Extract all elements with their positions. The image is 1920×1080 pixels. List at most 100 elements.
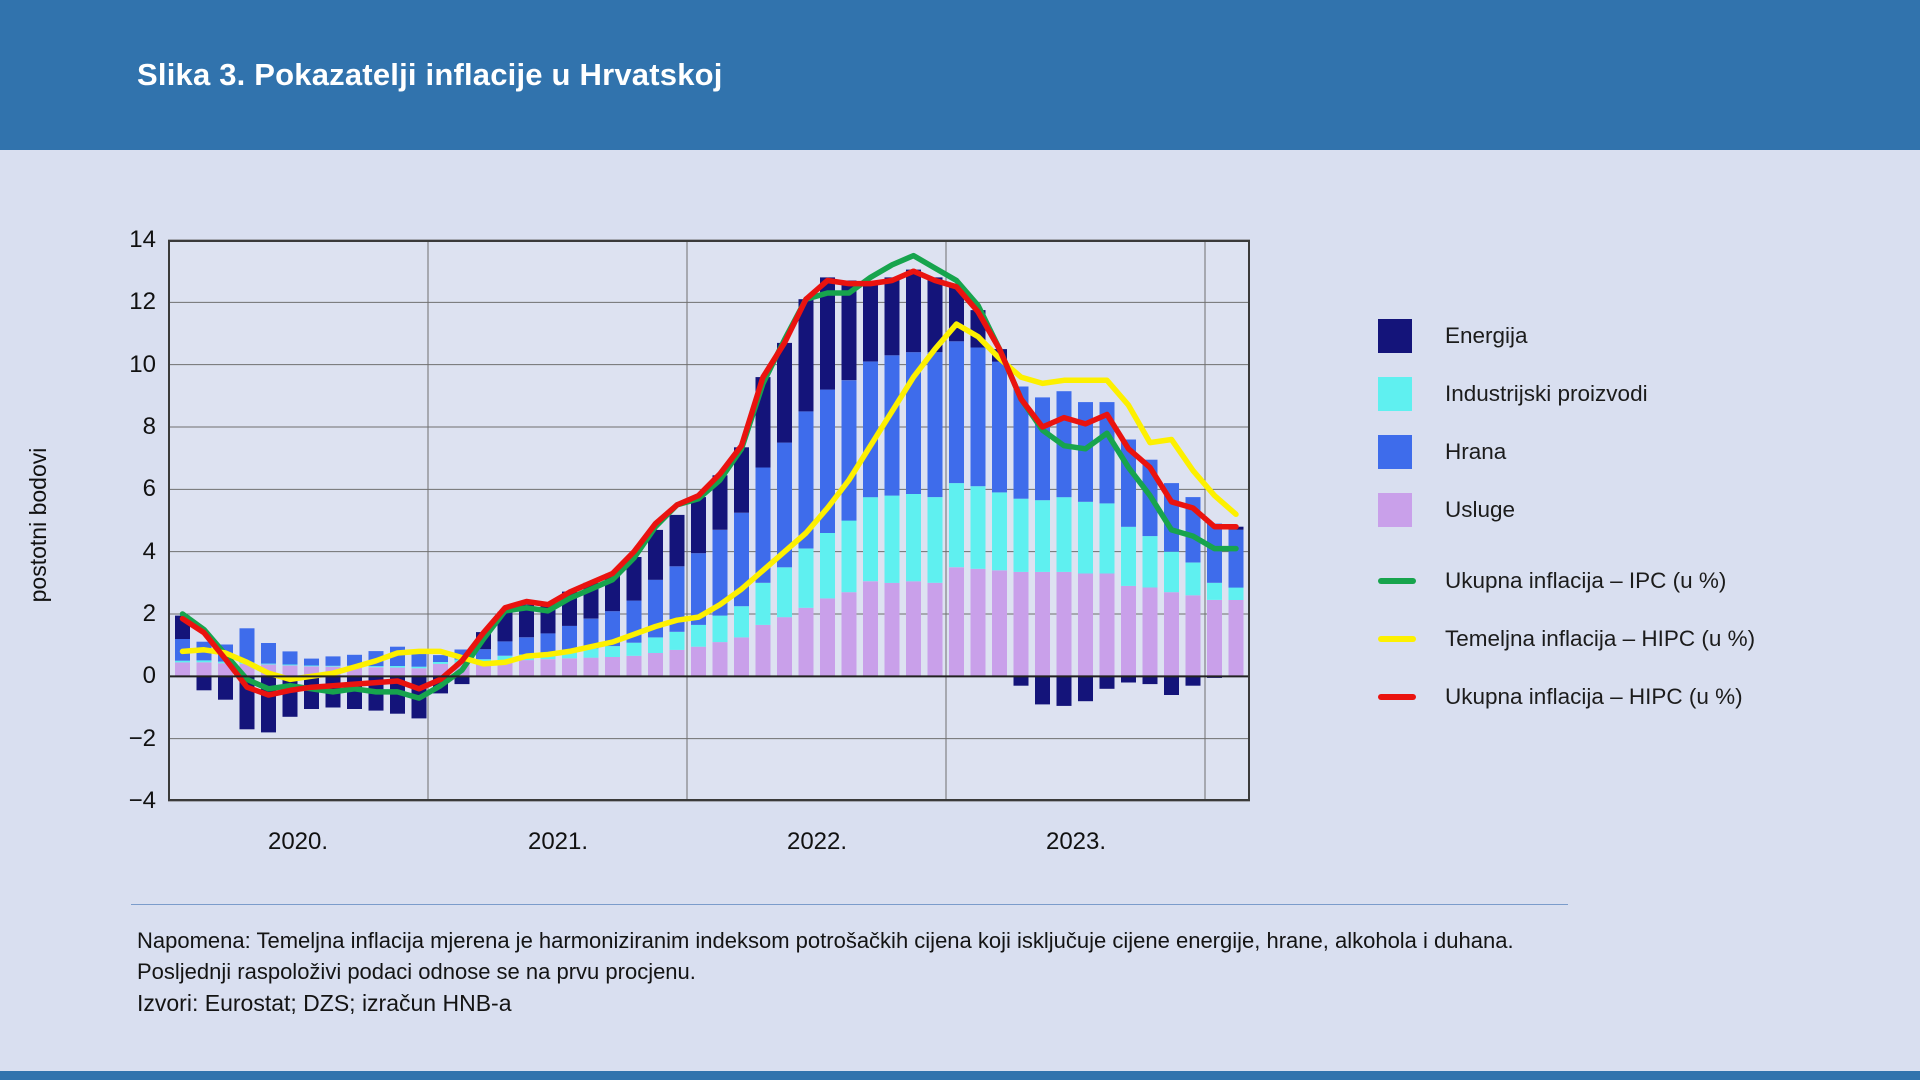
- bar-segment-usluge: [476, 663, 491, 677]
- bar-segment-hrana: [777, 442, 792, 568]
- bar-segment-energija: [1013, 676, 1029, 686]
- bar-segment-industrijski-proizvodi: [949, 483, 964, 568]
- bar-segment-energija: [712, 475, 728, 530]
- note-divider: [131, 904, 1568, 905]
- bar-segment-usluge: [1121, 585, 1136, 677]
- bar-segment-usluge: [1207, 600, 1222, 677]
- bar-segment-hrana: [841, 380, 857, 521]
- sources-text: Izvori: Eurostat; DZS; izračun HNB-a: [137, 990, 512, 1016]
- x-tick-2023: 2023.: [1045, 828, 1107, 855]
- bar-segment-hrana: [669, 566, 685, 632]
- temeljna-line-icon: [1378, 636, 1416, 642]
- bar-segment-usluge: [970, 568, 986, 677]
- bar-segment-industrijski-proizvodi: [261, 663, 276, 665]
- bar-segment-hrana: [712, 529, 728, 616]
- bar-segment-industrijski-proizvodi: [368, 666, 384, 668]
- legend-item-usluge: Usluge: [1378, 492, 1515, 528]
- legend-label: Ukupna inflacija – IPC (u %): [1445, 568, 1727, 593]
- bar-segment-energija: [841, 280, 857, 381]
- bar-segment-hrana: [1035, 397, 1050, 501]
- line-temeljna-hipc: [179, 321, 1239, 683]
- bar-segment-hrana: [411, 653, 427, 667]
- bar-segment-energija: [669, 514, 685, 567]
- bar-segment-hrana: [927, 352, 943, 498]
- ipc-line-icon: [1378, 578, 1416, 584]
- chart-canvas: [168, 239, 1250, 802]
- y-tick-label: 14: [129, 226, 156, 253]
- bar-segment-usluge: [755, 624, 771, 677]
- bar-segment-hrana: [605, 611, 620, 647]
- bar-segment-usluge: [583, 657, 599, 677]
- bar-segment-industrijski-proizvodi: [1056, 497, 1072, 572]
- bar-segment-hrana: [949, 341, 964, 484]
- note-text: Napomena: Temeljna inflacija mjerena je …: [137, 928, 1514, 984]
- bar-segment-energija: [390, 676, 405, 714]
- bar-segment-industrijski-proizvodi: [1207, 582, 1222, 600]
- bar-segment-energija: [648, 529, 663, 580]
- bar-segment-energija: [1185, 676, 1201, 686]
- bar-segment-industrijski-proizvodi: [841, 520, 857, 593]
- bar-segment-hrana: [282, 651, 298, 665]
- bar-segment-usluge: [669, 649, 685, 677]
- bar-segment-industrijski-proizvodi: [1099, 503, 1115, 574]
- y-tick-label: 0: [142, 662, 156, 690]
- y-tick-label: 10: [129, 350, 156, 378]
- bar-segment-hrana: [884, 355, 900, 496]
- bar-segment-energija: [884, 277, 900, 356]
- bar-segment-hrana: [519, 637, 534, 655]
- bar-segment-industrijski-proizvodi: [906, 494, 921, 582]
- bar-segment-usluge: [992, 570, 1007, 677]
- bar-segment-industrijski-proizvodi: [1228, 587, 1244, 600]
- bar-segment-usluge: [1228, 600, 1244, 677]
- bar-segment-usluge: [519, 660, 534, 677]
- bar-segment-industrijski-proizvodi: [583, 648, 599, 658]
- bar-segment-usluge: [691, 646, 706, 677]
- bar-segment-energija: [863, 283, 878, 362]
- bar-segment-usluge: [605, 657, 620, 677]
- figure-title: Slika 3. Pokazatelji inflacije u Hrvatsk…: [137, 57, 723, 92]
- bar-segment-industrijski-proizvodi: [433, 662, 448, 664]
- bar-segment-energija: [1121, 676, 1136, 683]
- header-band: [0, 0, 1920, 150]
- bar-segment-energija: [282, 676, 298, 717]
- bar-segment-industrijski-proizvodi: [863, 497, 878, 582]
- bar-segment-usluge: [777, 617, 792, 677]
- bar-segment-usluge: [734, 637, 749, 677]
- bar-segment-energija: [1078, 676, 1093, 702]
- bar-segment-usluge: [648, 653, 663, 677]
- industrijski-swatch-icon: [1378, 377, 1412, 411]
- bar-segment-energija: [1099, 676, 1115, 689]
- bar-segment-industrijski-proizvodi: [626, 642, 642, 656]
- bar-segment-energija: [1035, 676, 1050, 705]
- bar-segment-industrijski-proizvodi: [1185, 562, 1201, 596]
- bar-segment-hrana: [1099, 402, 1115, 504]
- legend-item-industrijski: Industrijski proizvodi: [1378, 376, 1648, 412]
- bar-segment-industrijski-proizvodi: [970, 486, 986, 569]
- bar-segment-energija: [820, 277, 835, 390]
- bar-segment-hrana: [820, 389, 835, 533]
- bar-segment-industrijski-proizvodi: [196, 660, 212, 663]
- bar-segment-industrijski-proizvodi: [777, 567, 792, 618]
- y-tick-label: 12: [129, 288, 156, 316]
- line-ukupna-hipc: [179, 268, 1239, 698]
- bar-segment-industrijski-proizvodi: [411, 666, 427, 669]
- bar-segment-usluge: [949, 567, 964, 677]
- bar-segment-energija: [927, 277, 943, 353]
- bar-segment-usluge: [1056, 571, 1072, 677]
- bar-segment-usluge: [347, 667, 362, 677]
- bar-segment-usluge: [540, 659, 556, 677]
- bar-segment-usluge: [562, 658, 577, 677]
- bar-segment-hrana: [325, 656, 341, 666]
- bar-segment-industrijski-proizvodi: [755, 582, 771, 625]
- bar-segment-industrijski-proizvodi: [390, 666, 405, 668]
- usluge-swatch-icon: [1378, 493, 1412, 527]
- bar-segment-hrana: [863, 361, 878, 498]
- bar-segment-industrijski-proizvodi: [1121, 526, 1136, 586]
- bar-segment-industrijski-proizvodi: [648, 637, 663, 653]
- bar-segment-usluge: [1013, 571, 1029, 677]
- x-tick-2022: 2022.: [786, 828, 848, 855]
- footer-band: [0, 1071, 1920, 1080]
- legend-label: Ukupna inflacija – HIPC (u %): [1445, 684, 1743, 709]
- bar-segment-industrijski-proizvodi: [734, 606, 749, 638]
- bar-segment-usluge: [175, 662, 190, 677]
